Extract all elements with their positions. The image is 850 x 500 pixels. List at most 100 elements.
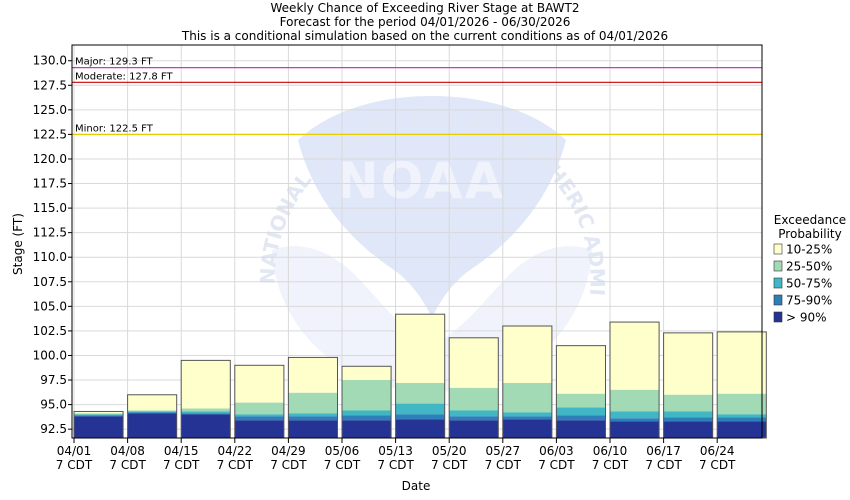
bar-segment-> 90%: [74, 416, 124, 438]
x-tick-tz-5: 7 CDT: [324, 458, 361, 472]
bar-segment-10-25%: [449, 337, 499, 388]
y-tick-label-12: 122.5: [33, 127, 67, 141]
y-tick-label-5: 105.0: [33, 299, 67, 313]
bar-segment-> 90%: [181, 414, 231, 438]
bar-segment-75-90%: [610, 418, 660, 422]
bar-segment-> 90%: [663, 421, 713, 438]
bar-segment-75-90%: [556, 415, 606, 421]
bar-segment-> 90%: [288, 420, 338, 438]
bar-segment-75-90%: [502, 416, 552, 420]
bar-segment-25-50%: [502, 382, 552, 413]
y-tick-label-10: 117.5: [33, 177, 67, 191]
legend-label-4: > 90%: [786, 311, 827, 325]
bar-segment-75-90%: [342, 415, 392, 421]
bar-segment-50-75%: [717, 414, 767, 418]
noaa-watermark-logo-text: NOAA: [337, 152, 505, 210]
bar-segment-50-75%: [288, 413, 338, 417]
exceedance-bar-06/03: [555, 345, 607, 439]
flood-label-2: Minor: 122.5 FT: [75, 123, 154, 134]
bar-segment-10-25%: [663, 332, 713, 395]
chart-title-line-2: Forecast for the period 04/01/2026 - 06/…: [280, 15, 571, 29]
plot-border: [71, 44, 763, 439]
bar-segment-75-90%: [181, 413, 231, 415]
x-tick-tz-7: 7 CDT: [431, 458, 468, 472]
x-tick-tz-3: 7 CDT: [217, 458, 254, 472]
x-tick-tz-4: 7 CDT: [270, 458, 307, 472]
x-tick-tz-12: 7 CDT: [699, 458, 736, 472]
bar-segment-25-50%: [449, 387, 499, 411]
exceedance-bar-04/01: [73, 410, 124, 439]
x-tick-tz-2: 7 CDT: [163, 458, 200, 472]
x-tick-date-7: 05/20: [432, 444, 467, 458]
bar-segment-50-75%: [127, 411, 177, 413]
x-tick-date-1: 04/08: [110, 444, 145, 458]
bar-segment-50-75%: [181, 411, 231, 414]
x-tick-date-2: 04/15: [164, 444, 199, 458]
legend-swatch-1: [773, 260, 783, 272]
bar-segment-50-75%: [342, 410, 392, 416]
exceedance-bar-04/22: [234, 364, 285, 439]
y-tick-label-7: 110.0: [33, 250, 67, 264]
bar-segment-50-75%: [502, 412, 552, 417]
legend-swatch-3: [773, 294, 783, 306]
x-tick-date-3: 04/22: [218, 444, 253, 458]
bar-segment-50-75%: [234, 414, 284, 417]
y-tick-label-8: 112.5: [33, 226, 67, 240]
legend-swatch-0: [773, 243, 783, 255]
bar-segment-75-90%: [127, 412, 177, 414]
bar-segment-75-90%: [74, 415, 124, 417]
y-tick-label-0: 92.5: [40, 422, 67, 436]
legend-title-line-2: Probability: [778, 227, 841, 241]
x-tick-tz-11: 7 CDT: [645, 458, 682, 472]
exceedance-bar-06/17: [663, 332, 714, 439]
legend: Exceedance Probability 10-25% 25-50% 50-75…: [773, 213, 846, 325]
flood-label-1: Moderate: 127.8 FT: [75, 71, 173, 82]
y-tick-label-14: 127.5: [33, 78, 67, 92]
bar-segment-25-50%: [556, 393, 606, 408]
bar-segment-25-50%: [234, 402, 284, 415]
exceedance-bar-06/24: [716, 331, 767, 439]
bar-segment-10-25%: [181, 360, 231, 409]
flood-level-lines: Major: 129.3 FT Moderate: 127.8 FT Minor: …: [72, 57, 762, 136]
bar-segment-> 90%: [342, 420, 392, 438]
x-tick-date-4: 04/29: [271, 444, 306, 458]
bar-segment-> 90%: [127, 413, 177, 438]
x-tick-tz-9: 7 CDT: [538, 458, 575, 472]
bar-segment-25-50%: [717, 393, 767, 415]
chart-title-line-1: Weekly Chance of Exceeding River Stage a…: [271, 1, 580, 15]
x-tick-date-5: 05/06: [325, 444, 360, 458]
bar-segment-75-90%: [663, 417, 713, 422]
x-tick-tz-6: 7 CDT: [377, 458, 414, 472]
x-tick-tz-1: 7 CDT: [109, 458, 146, 472]
bar-segment-10-25%: [288, 357, 338, 393]
y-tick-label-2: 97.5: [40, 373, 67, 387]
bar-segment-10-25%: [342, 366, 392, 381]
bar-segment-> 90%: [502, 419, 552, 438]
bar-segment-75-90%: [288, 416, 338, 421]
bar-segment-25-50%: [610, 389, 660, 412]
x-tick-date-10: 06/10: [593, 444, 628, 458]
bar-segment-50-75%: [556, 407, 606, 416]
bar-segment-> 90%: [395, 419, 445, 438]
legend-title-line-1: Exceedance: [774, 213, 846, 227]
y-tick-label-13: 125.0: [33, 103, 67, 117]
flood-label-0: Major: 129.3 FT: [75, 57, 154, 68]
legend-label-1: 25-50%: [786, 260, 832, 274]
legend-label-2: 50-75%: [786, 277, 832, 291]
y-tick-label-3: 100.0: [33, 348, 67, 362]
bar-segment-> 90%: [556, 420, 606, 438]
bar-segment-10-25%: [717, 331, 767, 394]
x-tick-date-12: 06/24: [700, 444, 735, 458]
bar-segment-10-25%: [610, 322, 660, 390]
bar-segment-10-25%: [395, 314, 445, 383]
bar-segment-25-50%: [74, 413, 124, 415]
x-tick-tz-8: 7 CDT: [485, 458, 522, 472]
legend-swatch-2: [773, 277, 783, 289]
bar-segment-50-75%: [74, 414, 124, 416]
bar-segment-75-90%: [234, 416, 284, 421]
y-tick-label-1: 95.0: [40, 398, 67, 412]
exceedance-bars: [73, 313, 767, 439]
bar-segment-10-25%: [74, 411, 124, 414]
legend-label-0: 10-25%: [786, 243, 832, 257]
